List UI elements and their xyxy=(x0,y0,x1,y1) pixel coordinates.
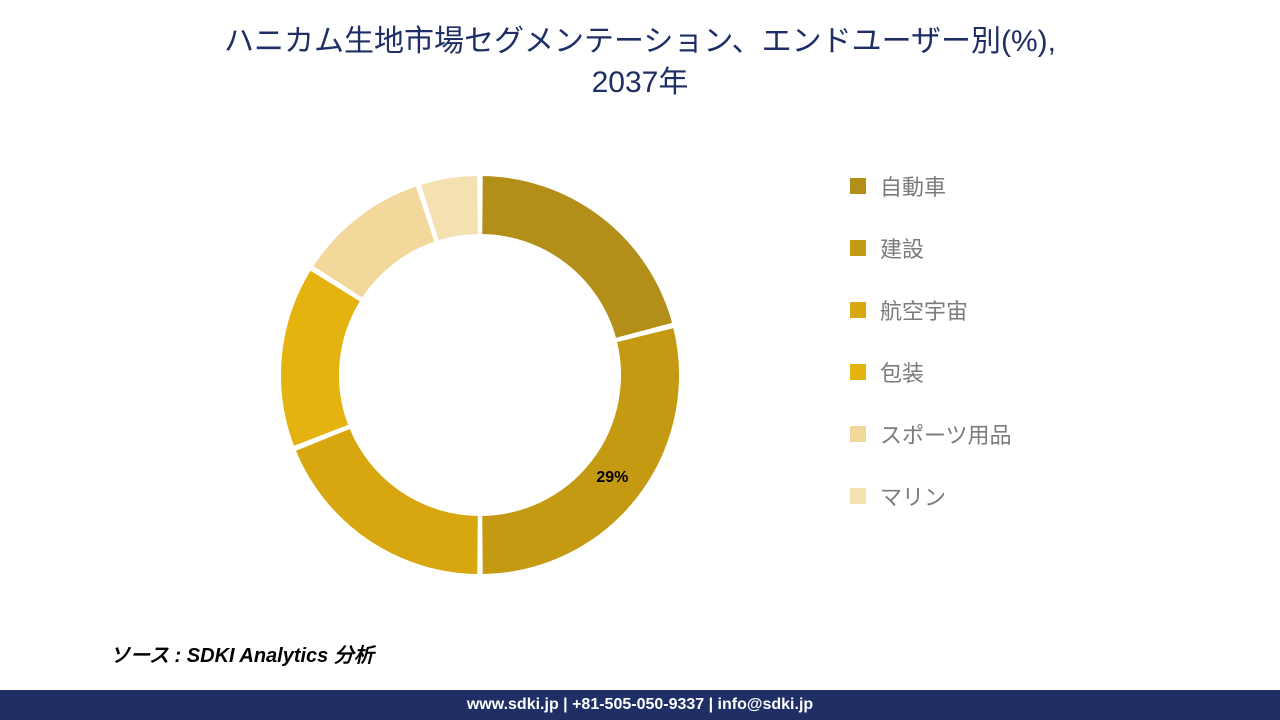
legend-label: 航空宇宙 xyxy=(880,294,968,326)
footer-text: www.sdki.jp | +81-505-050-9337 | info@sd… xyxy=(467,696,813,714)
segment-data-label: 29% xyxy=(596,469,628,487)
legend-label: マリン xyxy=(880,480,946,512)
legend-swatch xyxy=(850,488,866,504)
legend: 自動車建設航空宇宙包装スポーツ用品マリン xyxy=(850,140,1150,542)
donut-chart: 29% xyxy=(270,165,690,585)
source-prefix: ソース : xyxy=(110,645,187,667)
legend-swatch xyxy=(850,426,866,442)
donut-segment xyxy=(280,269,361,447)
legend-item: 航空宇宙 xyxy=(850,294,1150,326)
footer-bar: www.sdki.jp | +81-505-050-9337 | info@sd… xyxy=(0,690,1280,720)
legend-item: 建設 xyxy=(850,232,1150,264)
legend-label: 建設 xyxy=(880,232,924,264)
source-line: ソース : SDKI Analytics 分析 xyxy=(110,639,374,668)
donut-svg xyxy=(270,165,690,585)
title-line-1: ハニカム生地市場セグメンテーション、エンドユーザー別(%), xyxy=(224,25,1056,58)
content-area: 29% 自動車建設航空宇宙包装スポーツ用品マリン xyxy=(0,140,1280,648)
legend-item: スポーツ用品 xyxy=(850,418,1150,450)
page-root: ハニカム生地市場セグメンテーション、エンドユーザー別(%), 2037年 29%… xyxy=(0,0,1280,720)
legend-label: 包装 xyxy=(880,356,924,388)
legend-item: マリン xyxy=(850,480,1150,512)
legend-item: 包装 xyxy=(850,356,1150,388)
legend-swatch xyxy=(850,240,866,256)
legend-swatch xyxy=(850,302,866,318)
title-line-2: 2037年 xyxy=(592,66,689,99)
donut-segment xyxy=(481,175,673,339)
donut-segment xyxy=(481,327,680,575)
legend-swatch xyxy=(850,364,866,380)
legend-label: 自動車 xyxy=(880,170,946,202)
donut-segment xyxy=(295,428,479,575)
chart-title: ハニカム生地市場セグメンテーション、エンドユーザー別(%), 2037年 xyxy=(0,0,1280,103)
legend-item: 自動車 xyxy=(850,170,1150,202)
source-text: SDKI Analytics 分析 xyxy=(187,645,374,667)
legend-swatch xyxy=(850,178,866,194)
legend-label: スポーツ用品 xyxy=(880,418,1012,450)
